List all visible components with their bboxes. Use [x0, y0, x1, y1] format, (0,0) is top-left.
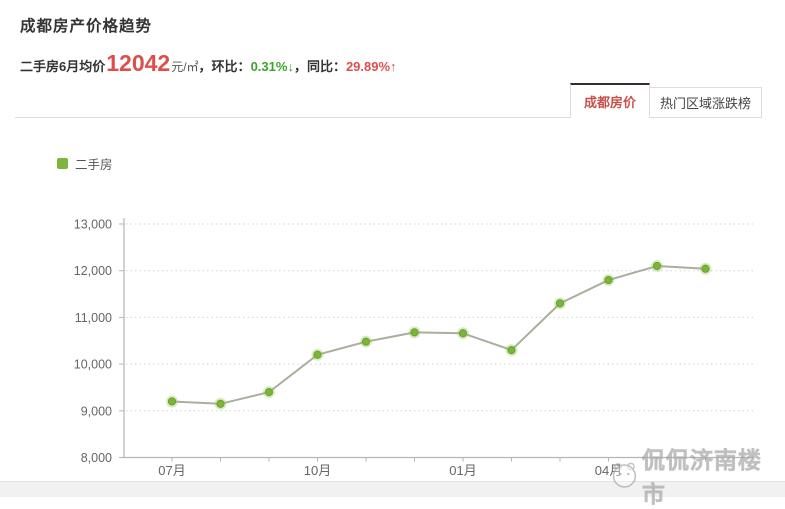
- data-point[interactable]: [458, 329, 468, 338]
- svg-text:11,000: 11,000: [75, 311, 112, 325]
- legend-label: 二手房: [75, 158, 113, 172]
- data-point[interactable]: [604, 275, 613, 285]
- svg-text:9,000: 9,000: [81, 404, 112, 418]
- axes: [123, 218, 754, 459]
- watermark-text: 侃侃济南楼市: [641, 447, 762, 508]
- price-summary: 二手房6月均价 12042 元/㎡ ，环比： 0.31% ↓ ，同比： 29.8…: [20, 50, 397, 77]
- watermark-logo-icon: [612, 462, 637, 488]
- tab-hot-area-ranks[interactable]: 热门区域涨跌榜: [650, 87, 762, 117]
- data-point[interactable]: [216, 399, 225, 408]
- price-unit: 元/㎡: [171, 60, 199, 74]
- svg-text:12,000: 12,000: [74, 264, 112, 278]
- svg-text:8,000: 8,000: [81, 451, 112, 465]
- svg-text:07月: 07月: [158, 463, 185, 478]
- legend-swatch-icon: [57, 158, 68, 169]
- svg-text:01月: 01月: [449, 463, 476, 478]
- data-point[interactable]: [167, 397, 177, 406]
- data-point[interactable]: [507, 345, 516, 355]
- svg-text:10月: 10月: [304, 463, 331, 478]
- data-point[interactable]: [410, 328, 419, 337]
- x-axis-labels: 07月 10月 01月 04月: [158, 463, 622, 478]
- arrow-up-icon: ↑: [390, 59, 397, 74]
- data-point[interactable]: [555, 299, 565, 308]
- average-price: 12042: [106, 50, 171, 76]
- data-point[interactable]: [264, 388, 274, 397]
- data-point[interactable]: [313, 350, 322, 359]
- data-point[interactable]: [361, 337, 371, 346]
- svg-text:10,000: 10,000: [74, 358, 112, 372]
- tab-chengdu-price[interactable]: 成都房价: [570, 83, 650, 118]
- series-line: [171, 265, 706, 405]
- yoy-value: 29.89%: [345, 59, 391, 74]
- yoy-label: ，同比：: [293, 59, 346, 74]
- watermark: 侃侃济南楼市: [610, 441, 785, 509]
- arrow-down-icon: ↓: [287, 59, 294, 74]
- y-axis-labels: 8,000 9,000 10,000 11,000 12,000 13,000: [74, 218, 112, 466]
- gridlines: [119, 223, 754, 458]
- bottom-scroll-strip: [0, 481, 785, 497]
- mom-value: 0.31%: [250, 59, 288, 74]
- data-point[interactable]: [652, 261, 662, 271]
- data-point[interactable]: [701, 264, 710, 273]
- tabbar-divider: [15, 117, 762, 118]
- legend-secondhand[interactable]: 二手房: [57, 154, 113, 173]
- data-points: [166, 260, 712, 410]
- svg-text:13,000: 13,000: [74, 218, 112, 232]
- page-title: 成都房产价格趋势: [20, 18, 153, 35]
- price-trend-chart: 8,000 9,000 10,000 11,000 12,000 13,000 07月 10月…: [74, 218, 754, 478]
- mom-label: ，环比：: [198, 59, 251, 74]
- summary-prefix: 二手房6月均价: [20, 59, 106, 74]
- x-ticks: [171, 457, 706, 462]
